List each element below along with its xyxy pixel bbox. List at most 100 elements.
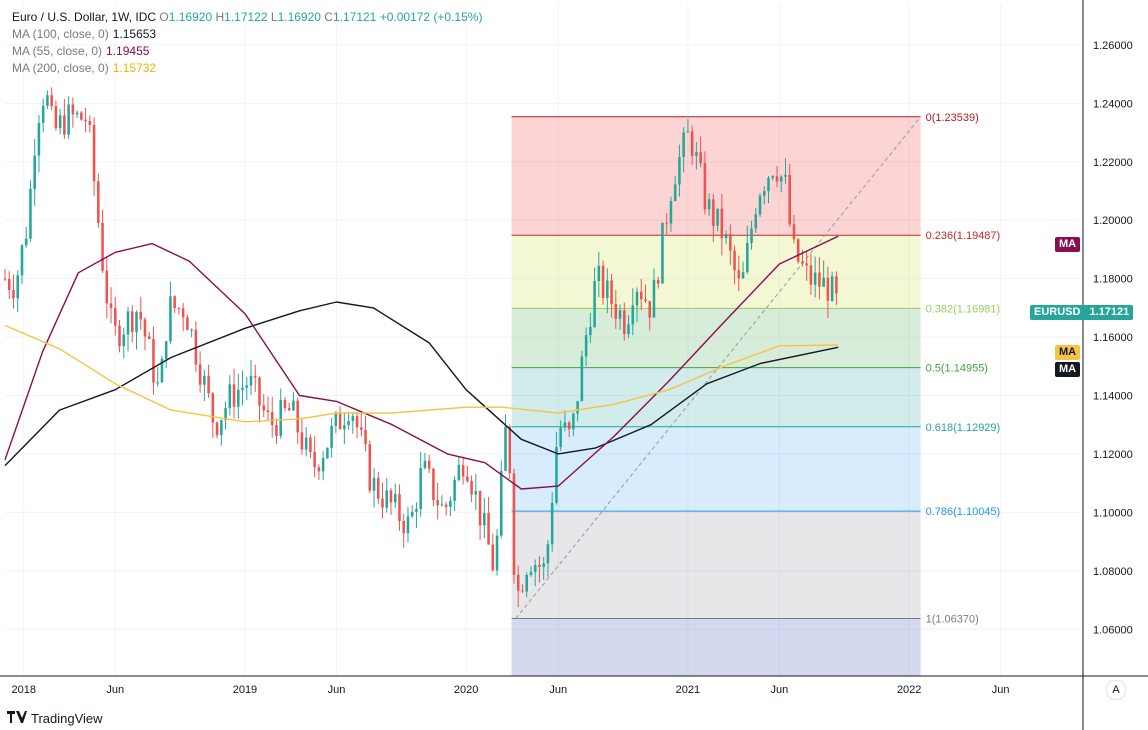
candle-down [296, 400, 299, 433]
grid-lines [5, 4, 1083, 676]
ma55-label: MA (55, close, 0) [12, 44, 103, 58]
fib-level-label: 0.382(1.16981) [926, 303, 1001, 315]
fib-zone-extension [511, 618, 921, 676]
fib-zone [511, 235, 921, 309]
candle-down [105, 270, 109, 304]
candle-down [516, 574, 520, 591]
candle-up [237, 389, 240, 407]
candle-down [92, 124, 96, 182]
open-label: O [159, 10, 169, 24]
candle-down [644, 299, 647, 302]
candle-up [29, 188, 32, 239]
candle-up [716, 208, 719, 226]
candle-down [665, 222, 668, 224]
candle-up [758, 195, 762, 215]
candle-down [313, 451, 316, 468]
candle-up [449, 500, 452, 508]
candle-down [143, 319, 147, 337]
candle-down [398, 494, 401, 521]
auto-scale-button[interactable]: A [1106, 680, 1126, 700]
candle-down [508, 426, 512, 474]
candle-up [750, 228, 753, 244]
legend-ma100-row[interactable]: MA (100, close, 0) 1.15653 [12, 26, 482, 43]
candle-down [737, 270, 741, 279]
candle-down [444, 504, 448, 508]
candle-up [754, 214, 758, 229]
candle-down [317, 467, 321, 472]
candle-down [835, 276, 838, 294]
candle-down [309, 437, 312, 452]
candle-up [453, 479, 456, 501]
candle-down [300, 432, 304, 450]
candle-up [156, 382, 159, 384]
candle-down [805, 263, 808, 266]
change-value: +0.00172 (+0.15%) [379, 10, 483, 24]
candle-up [572, 413, 575, 430]
candle-down [796, 239, 800, 262]
candle-up [707, 199, 711, 210]
candle-down [97, 181, 100, 223]
candle-down [639, 291, 643, 300]
candle-up [58, 115, 62, 129]
candle-up [576, 401, 579, 414]
candle-down [130, 311, 134, 333]
x-tick-label: 2022 [897, 684, 921, 696]
candle-down [258, 377, 261, 406]
candle-down [648, 301, 652, 318]
moving-averages [4, 235, 839, 490]
close-value: 1.17121 [332, 10, 377, 24]
candle-down [427, 460, 431, 469]
candle-up [164, 341, 168, 359]
candle-up [279, 400, 282, 436]
candle-up [618, 310, 622, 319]
ma55-line [4, 235, 839, 490]
candle-up [16, 275, 19, 299]
candle-up [627, 324, 630, 335]
candle-up [771, 176, 775, 178]
candle-up [767, 177, 770, 192]
candle-up [784, 174, 787, 177]
candle-down [733, 250, 736, 271]
fib-level-label: 1(1.06370) [926, 613, 979, 625]
tradingview-logo[interactable]: TradingView [7, 710, 103, 726]
ma200-line [4, 324, 839, 423]
fib-zone [511, 367, 921, 427]
ma100-label: MA (100, close, 0) [12, 27, 109, 41]
candle-up [122, 334, 126, 347]
candle-up [343, 425, 346, 430]
candle-up [686, 131, 690, 133]
candle-down [826, 277, 830, 301]
candle-down [147, 336, 151, 340]
ma55-value: 1.19455 [106, 44, 150, 58]
y-tick-label: 1.08000 [1093, 566, 1133, 578]
candle-down [173, 296, 176, 309]
close-label: C [324, 10, 333, 24]
candle-up [529, 571, 533, 575]
candle-up [347, 421, 350, 426]
candle-up [292, 400, 295, 411]
candle-up [410, 511, 414, 517]
candle-up [525, 574, 529, 592]
candle-down [88, 121, 92, 125]
legend-ma55-row[interactable]: MA (55, close, 0) 1.19455 [12, 43, 482, 60]
candle-up [559, 427, 562, 447]
candle-up [321, 458, 325, 472]
candle-up [372, 478, 376, 491]
candle-up [533, 565, 537, 572]
candle-down [12, 290, 15, 299]
ma200-label: MA (200, close, 0) [12, 61, 109, 75]
ma200-value: 1.15732 [112, 61, 157, 75]
candle-up [46, 95, 49, 106]
legend-ma200-row[interactable]: MA (200, close, 0) 1.15732 [12, 60, 482, 77]
symbol-title[interactable]: Euro / U.S. Dollar, 1W, IDC [12, 10, 157, 24]
ma100-value: 1.15653 [112, 27, 157, 41]
candle-down [270, 412, 274, 426]
candle-up [351, 416, 355, 422]
candle-up [631, 305, 635, 325]
candle-up [779, 176, 783, 182]
candle-down [177, 308, 181, 310]
candle-down [109, 303, 113, 309]
candle-down [211, 393, 215, 423]
candle-up [652, 279, 656, 318]
